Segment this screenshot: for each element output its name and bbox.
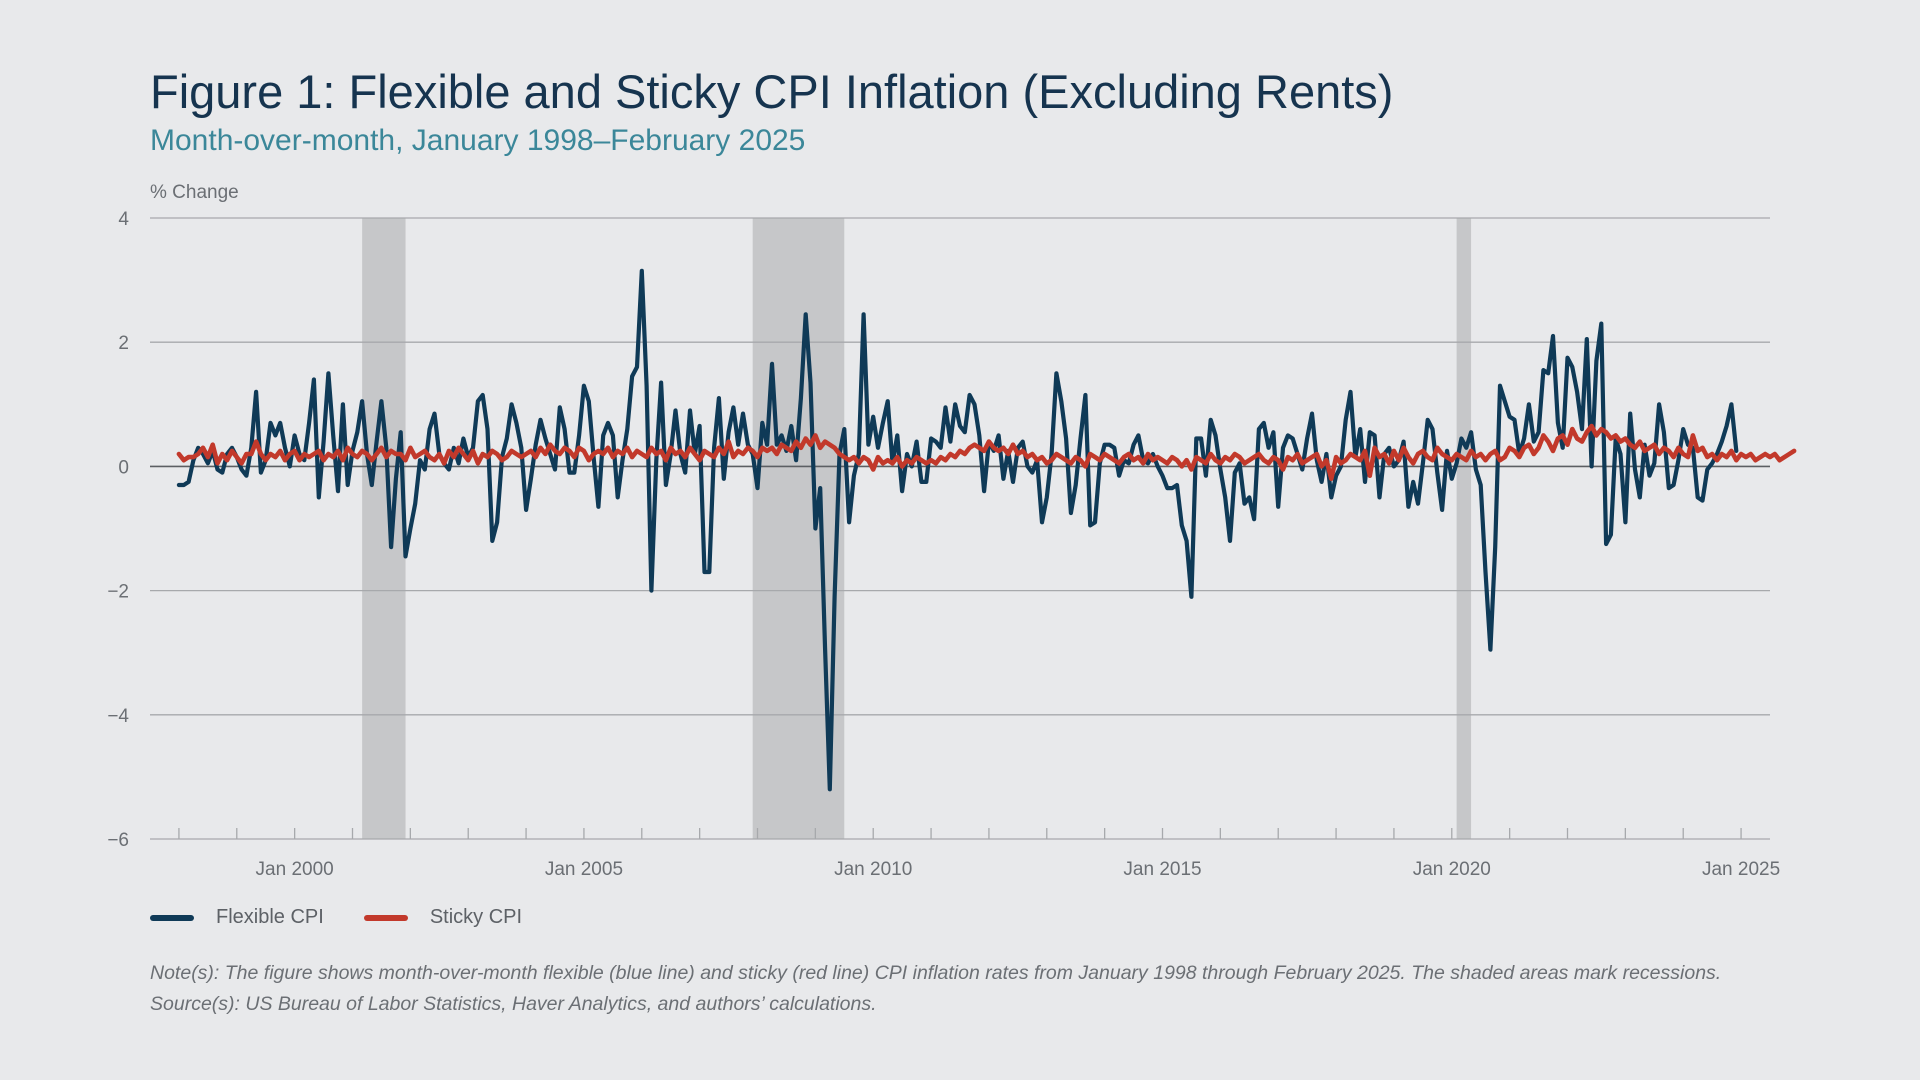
recession-band-0: [362, 218, 406, 839]
sticky-cpi-line: [176, 423, 1797, 482]
x-tick-label-2: Jan 2010: [834, 859, 912, 880]
x-tick-label-1: Jan 2005: [545, 859, 623, 880]
labels-layer: 4 2 0 −2 −4 −6 % Change Jan 2000 Jan 2005 Jan 201…: [107, 182, 1780, 880]
chart-title: Figure 1: Flexible and Sticky CPI Inflat…: [150, 65, 1394, 118]
figure-notes: Note(s): The figure shows month-over-mon…: [150, 958, 1870, 1020]
y-tick-label-1: 2: [118, 333, 129, 354]
y-tick-label-3: −2: [107, 582, 129, 603]
y-tick-label-5: −6: [107, 830, 129, 851]
legend-label-sticky: Sticky CPI: [429, 906, 523, 928]
source-text: Source(s): US Bureau of Labor Statistics…: [150, 993, 877, 1015]
x-tick-label-4: Jan 2020: [1413, 859, 1491, 880]
line-chart: 4 2 0 −2 −4 −6 % Change Jan 2000 Jan 2005 Jan 201…: [107, 182, 1797, 880]
x-tick-label-0: Jan 2000: [256, 859, 334, 880]
x-tick-label-5: Jan 2025: [1702, 859, 1780, 880]
note-text: Note(s): The figure shows month-over-mon…: [150, 962, 1722, 984]
x-ticks-layer: [178, 828, 1742, 839]
x-tick-label-3: Jan 2015: [1123, 859, 1201, 880]
flexible-cpi-line: [176, 268, 1739, 792]
y-axis-label: % Change: [150, 182, 239, 203]
y-tick-label-4: −4: [107, 706, 129, 727]
legend-item-flexible: Flexible CPI: [150, 906, 324, 929]
legend-swatch-sticky: [363, 914, 408, 921]
y-tick-label-2: 0: [118, 457, 129, 478]
series-layer: [176, 268, 1797, 792]
recession-band-2: [1456, 218, 1472, 839]
legend-swatch-flexible: [150, 914, 194, 921]
y-tick-label-0: 4: [118, 209, 129, 230]
legend-item-sticky: Sticky CPI: [363, 906, 523, 929]
recession-shading-layer: [362, 218, 1472, 839]
legend-label-flexible: Flexible CPI: [216, 906, 324, 928]
legend: Flexible CPI Sticky CPI: [150, 906, 562, 929]
chart-subtitle: Month-over-month, January 1998–February …: [150, 124, 806, 157]
